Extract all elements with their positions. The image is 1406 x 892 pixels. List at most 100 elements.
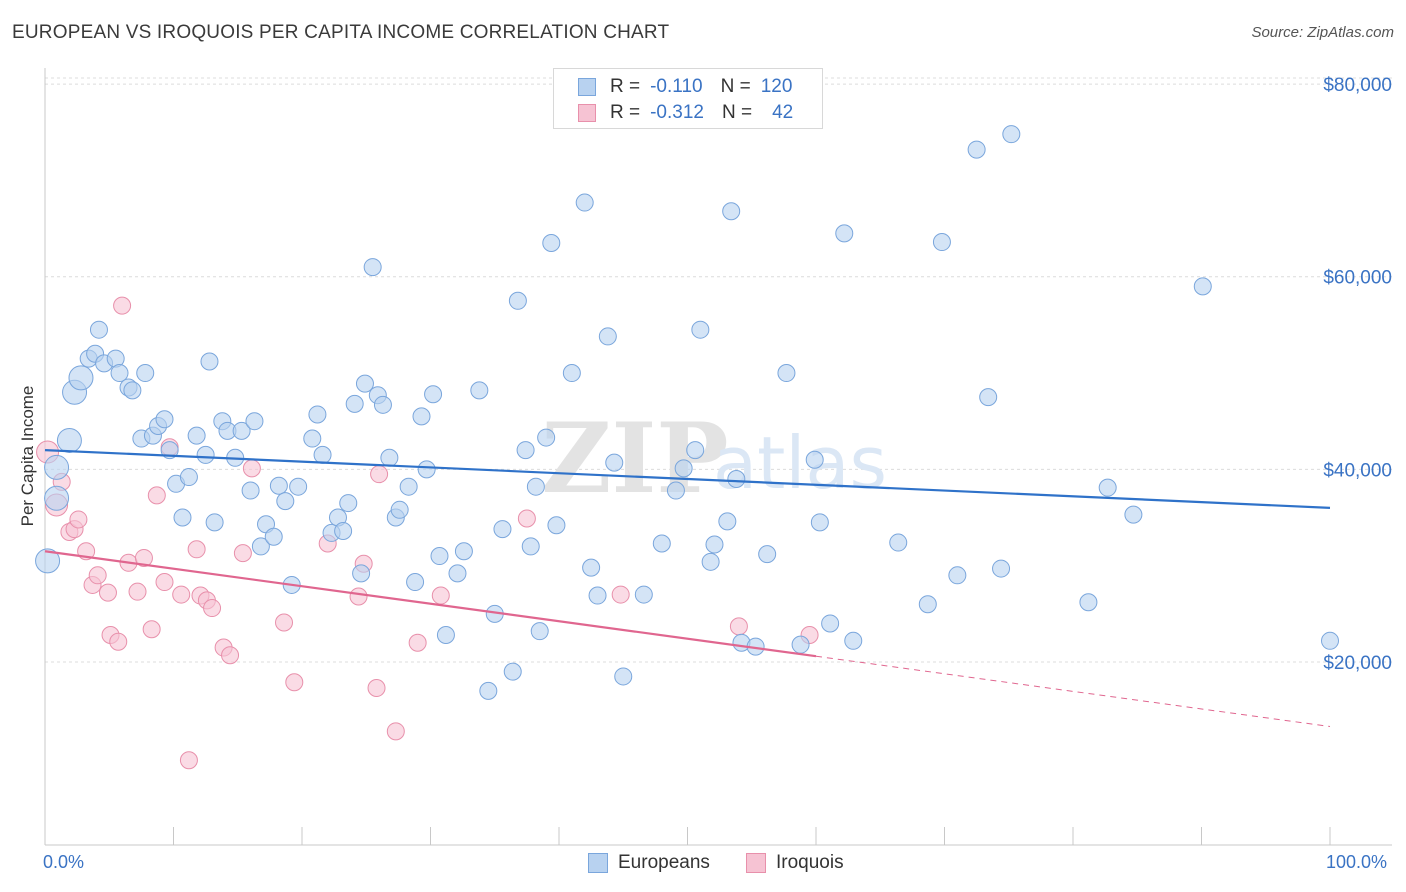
european-point <box>160 441 179 460</box>
y-tick-label: $60,000 <box>1323 268 1392 289</box>
legend-r-value-iroquois: -0.312 <box>650 102 704 123</box>
european-point <box>634 585 653 604</box>
european-point <box>430 547 449 566</box>
european-point <box>508 291 527 310</box>
european-point <box>424 385 443 404</box>
legend-r-label: R = <box>610 76 641 97</box>
legend-n-label: N = <box>720 76 751 97</box>
iroquois-point <box>147 486 166 505</box>
european-point <box>44 454 70 480</box>
european-point <box>200 352 219 371</box>
european-point <box>979 388 998 407</box>
european-point <box>232 421 251 440</box>
european-point <box>537 428 556 447</box>
european-point <box>547 516 566 535</box>
european-point <box>821 614 840 633</box>
legend-n-value-europeans: 120 <box>760 76 793 97</box>
european-point <box>791 635 810 654</box>
european-point <box>992 559 1011 578</box>
european-point <box>179 468 198 487</box>
grid-lines <box>45 77 1392 663</box>
european-point <box>1321 631 1339 650</box>
iroquois-point <box>275 613 294 632</box>
european-point <box>526 477 545 496</box>
iroquois-point <box>370 465 389 484</box>
series-swatch-europeans <box>588 853 608 873</box>
source-credit: Source: ZipAtlas.com <box>1251 24 1394 41</box>
european-point <box>89 320 108 339</box>
european-point <box>352 564 371 583</box>
iroquois-point <box>187 540 206 559</box>
legend-row-europeans: R = -0.110 N = 120 <box>578 75 792 99</box>
european-point <box>373 395 392 414</box>
european-point <box>718 512 737 531</box>
european-point <box>56 427 82 453</box>
european-point <box>470 381 489 400</box>
iroquois-point <box>233 544 252 563</box>
european-point <box>155 410 174 429</box>
y-tick-label: $20,000 <box>1323 653 1392 674</box>
series-legend-label-europeans: Europeans <box>618 852 710 873</box>
watermark-atlas: atlas <box>713 421 887 505</box>
european-point <box>173 508 192 527</box>
iroquois-point <box>69 510 88 529</box>
legend-r-label: R = <box>610 102 641 123</box>
european-point <box>582 558 601 577</box>
european-point <box>691 320 710 339</box>
iroquois-point <box>113 296 132 315</box>
iroquois-point <box>172 585 191 604</box>
iroquois-trend-extension <box>815 655 1331 728</box>
european-trend-line <box>44 448 1331 509</box>
iroquois-point <box>408 633 427 652</box>
european-point <box>918 595 937 614</box>
watermark-zip: ZIP <box>541 402 728 515</box>
european-point <box>479 681 498 700</box>
iroquois-point <box>349 587 368 606</box>
european-point <box>588 586 607 605</box>
european-point <box>1002 125 1021 144</box>
european-point <box>196 445 215 464</box>
european-point <box>575 193 594 212</box>
european-point <box>339 494 358 513</box>
iroquois-point <box>431 586 450 605</box>
european-point <box>269 476 288 495</box>
iroquois-point <box>367 679 386 697</box>
european-point <box>1098 478 1117 497</box>
x-tick-label-min: 0.0% <box>43 852 85 872</box>
iroquois-point <box>128 582 147 601</box>
european-point <box>705 535 724 554</box>
iroquois-point <box>109 632 128 651</box>
legend-r-value-europeans: -0.110 <box>650 76 703 97</box>
y-tick-label: $80,000 <box>1323 75 1392 96</box>
european-point <box>276 492 295 511</box>
european-point <box>399 477 418 496</box>
european-point <box>805 450 824 469</box>
european-point <box>516 441 535 460</box>
european-point <box>1193 277 1212 296</box>
european-point <box>187 426 206 445</box>
european-point <box>380 448 399 467</box>
european-point <box>35 548 61 574</box>
european-point <box>666 481 685 500</box>
trend-lines <box>44 448 1331 728</box>
iroquois-point <box>203 599 222 618</box>
iroquois-point <box>729 617 748 636</box>
european-point <box>110 364 129 383</box>
legend-n-label: N = <box>721 102 753 123</box>
series-legend-europeans[interactable]: Europeans <box>588 852 710 874</box>
european-point <box>205 513 224 532</box>
european-point <box>345 394 364 413</box>
iroquois-point <box>221 646 240 665</box>
european-point <box>1079 593 1098 612</box>
correlation-legend: R = -0.110 N = 120 R = -0.312 N = 42 <box>553 68 823 129</box>
iroquois-point <box>285 673 304 692</box>
series-legend-iroquois[interactable]: Iroquois <box>746 852 844 874</box>
european-point <box>605 453 624 472</box>
european-point <box>614 667 633 686</box>
european-point <box>889 533 908 552</box>
iroquois-point <box>242 459 261 478</box>
european-point <box>241 481 260 500</box>
european-point <box>136 364 155 383</box>
iroquois-point <box>88 566 107 585</box>
